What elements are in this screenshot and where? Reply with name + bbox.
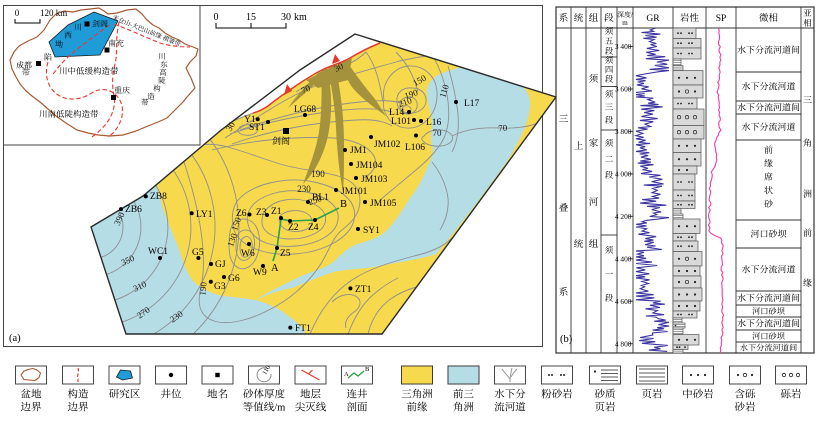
svg-text:Z6: Z6 (236, 209, 247, 219)
svg-text:G6: G6 (228, 274, 240, 284)
svg-text:(b): (b) (560, 334, 573, 345)
svg-text:110: 110 (261, 364, 272, 376)
svg-text:m: m (277, 403, 285, 414)
svg-text:B: B (340, 199, 347, 210)
svg-text:JM1: JM1 (350, 146, 367, 156)
svg-text:30: 30 (281, 12, 291, 23)
svg-text:WC1: WC1 (148, 247, 168, 257)
svg-text:4 800: 4 800 (615, 339, 632, 348)
svg-text:70: 70 (433, 128, 443, 138)
svg-text:JM104: JM104 (356, 161, 383, 171)
svg-text:150: 150 (229, 215, 243, 232)
svg-text:210: 210 (397, 95, 413, 109)
svg-text:3 600: 3 600 (615, 85, 632, 94)
svg-text:GJ: GJ (215, 260, 226, 270)
svg-text:4 400: 4 400 (615, 254, 632, 263)
svg-text:L106: L106 (405, 143, 425, 153)
svg-text:190: 190 (197, 281, 208, 296)
svg-text:3 800: 3 800 (615, 127, 632, 136)
svg-text:70: 70 (498, 123, 508, 134)
svg-text:Z5: Z5 (280, 249, 291, 259)
svg-text:W9: W9 (253, 268, 267, 278)
svg-text:130: 130 (225, 231, 239, 248)
svg-text:JM105: JM105 (370, 199, 397, 209)
svg-text:LG68: LG68 (294, 105, 316, 115)
svg-text:L17: L17 (464, 99, 480, 109)
svg-text:G3: G3 (214, 282, 226, 292)
svg-text:BL1: BL1 (312, 193, 329, 203)
svg-text:Y1: Y1 (244, 115, 256, 125)
svg-text:A: A (271, 263, 279, 274)
svg-text:110: 110 (437, 83, 451, 99)
svg-text:4 000: 4 000 (615, 169, 632, 178)
svg-text:G5: G5 (192, 248, 204, 258)
svg-text:LY1: LY1 (196, 210, 213, 220)
svg-text:L16: L16 (426, 118, 442, 128)
svg-text:Z2: Z2 (288, 223, 299, 233)
svg-text:3 400: 3 400 (615, 42, 632, 51)
svg-text:ZT1: ZT1 (355, 285, 372, 295)
svg-text:120 km: 120 km (40, 8, 67, 18)
svg-text:ZB8: ZB8 (150, 192, 167, 202)
svg-text:190: 190 (311, 169, 325, 179)
svg-text:/: / (274, 403, 277, 414)
svg-text:15: 15 (246, 12, 256, 23)
svg-text:FT1: FT1 (295, 324, 311, 334)
svg-text:Z3: Z3 (256, 208, 267, 218)
svg-text:/: / (631, 11, 633, 19)
svg-text:JM101: JM101 (341, 187, 368, 197)
svg-text:JM103: JM103 (361, 175, 388, 185)
svg-text:ZB6: ZB6 (125, 205, 142, 215)
svg-text:B: B (365, 366, 370, 373)
svg-text:m: m (622, 19, 628, 27)
svg-text:-: - (129, 21, 134, 28)
svg-text:230: 230 (297, 184, 311, 194)
svg-text:ST1: ST1 (249, 123, 265, 133)
svg-text:0: 0 (15, 8, 20, 18)
svg-text:4 600: 4 600 (615, 297, 632, 306)
svg-text:SY1: SY1 (363, 226, 380, 236)
svg-text:(a): (a) (9, 333, 21, 344)
svg-text:GR: GR (646, 14, 660, 24)
svg-text:Z1: Z1 (271, 207, 282, 217)
svg-text:4 200: 4 200 (615, 212, 632, 221)
svg-text:250: 250 (307, 193, 324, 207)
svg-text:L14: L14 (389, 108, 405, 118)
svg-text:L101: L101 (391, 117, 411, 127)
svg-text:0: 0 (214, 12, 219, 23)
svg-text:km: km (294, 12, 307, 23)
svg-text:Z4: Z4 (308, 223, 319, 233)
svg-text:190: 190 (403, 87, 419, 101)
svg-text:W6: W6 (241, 249, 255, 259)
svg-text:JM102: JM102 (374, 140, 401, 150)
svg-text:SP: SP (716, 14, 727, 24)
svg-text:A: A (344, 371, 349, 378)
